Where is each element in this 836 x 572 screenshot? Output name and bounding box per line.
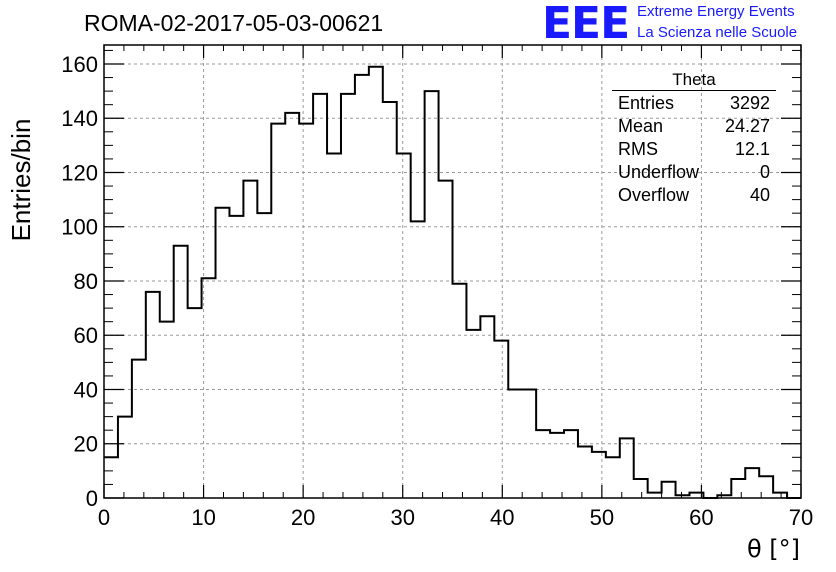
x-tick-label: 20 xyxy=(291,505,315,530)
chart-title: ROMA-02-2017-05-03-00621 xyxy=(84,10,384,36)
stat-value: 12.1 xyxy=(734,139,770,159)
y-tick-label: 40 xyxy=(74,377,98,402)
histogram-outline xyxy=(104,65,801,499)
y-tick-label: 160 xyxy=(61,52,98,77)
y-tick-label: 140 xyxy=(61,106,98,131)
stat-key: Underflow xyxy=(618,162,700,182)
stat-key: Mean xyxy=(618,116,664,136)
stats-box-rule xyxy=(612,90,776,91)
x-tick-label: 50 xyxy=(590,505,614,530)
stats-box-title: Theta xyxy=(672,70,716,89)
logo-caption-line2: La Scienza nelle Scuole xyxy=(637,24,798,41)
plot-frame xyxy=(103,44,802,499)
y-tick-labels: 0 20 40 60 80 100 120 140 160 xyxy=(61,52,98,511)
stat-key: Entries xyxy=(618,93,675,113)
stat-value: 40 xyxy=(749,185,770,205)
y-tick-label: 20 xyxy=(74,432,98,457)
y-tick-label: 60 xyxy=(74,323,98,348)
y-tick-label: 80 xyxy=(74,269,98,294)
logo-caption-line1: Extreme Energy Events xyxy=(637,3,795,20)
x-axis-label: θ [°] xyxy=(747,535,800,563)
stat-value: 24.27 xyxy=(724,116,770,136)
x-tick-label: 70 xyxy=(789,505,813,530)
y-tick-label: 120 xyxy=(61,160,98,185)
stat-key: Overflow xyxy=(618,185,690,205)
y-axis-label: Entries/bin xyxy=(6,119,36,242)
stat-value: 0 xyxy=(759,162,770,182)
stat-value: 3292 xyxy=(729,93,770,113)
y-tick-label: 0 xyxy=(86,486,98,511)
x-tick-label: 40 xyxy=(490,505,514,530)
eee-logo: EEE xyxy=(542,0,630,49)
y-tick-label: 100 xyxy=(61,215,98,240)
x-tick-label: 0 xyxy=(98,505,110,530)
stat-key: RMS xyxy=(618,139,658,159)
x-tick-label: 10 xyxy=(191,505,215,530)
x-tick-labels: 0 10 20 30 40 50 60 70 xyxy=(98,505,813,530)
x-tick-label: 60 xyxy=(689,505,713,530)
x-tick-label: 30 xyxy=(390,505,414,530)
axis-ticks xyxy=(103,45,802,499)
